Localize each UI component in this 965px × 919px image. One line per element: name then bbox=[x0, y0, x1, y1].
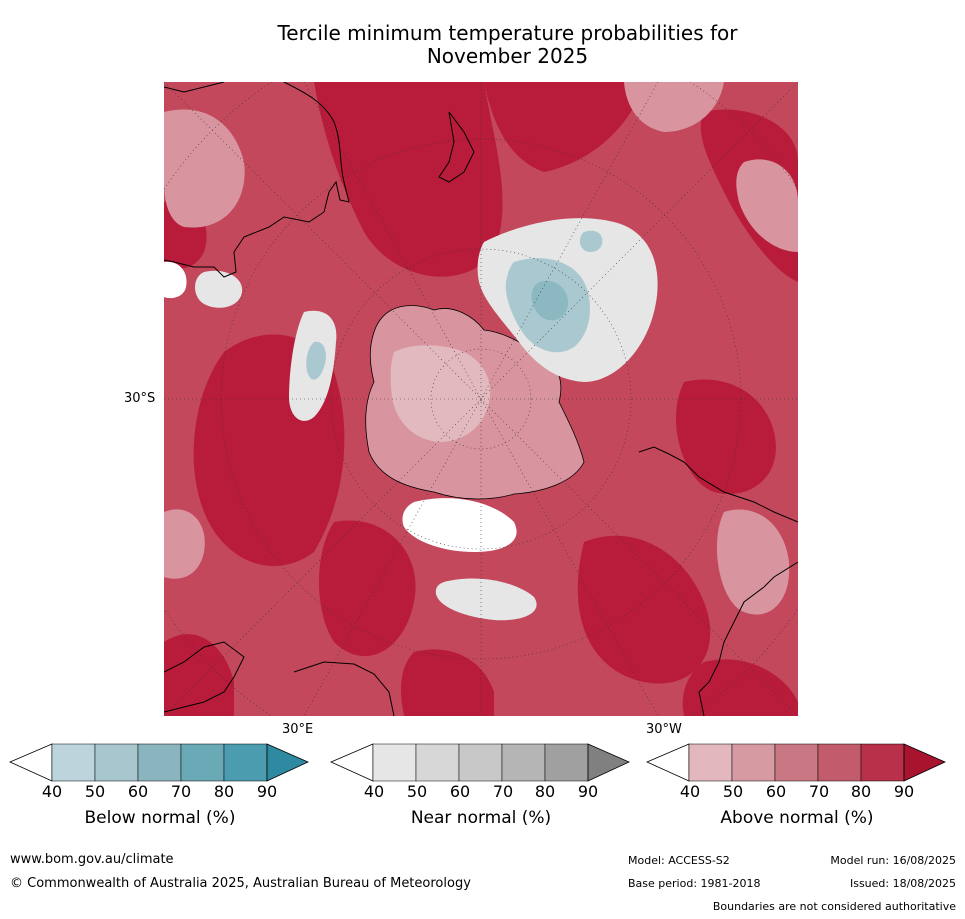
above-50-regions bbox=[164, 82, 798, 615]
colorbar-above-tick: 80 bbox=[850, 782, 872, 801]
colorbar-near-tick: 70 bbox=[492, 782, 514, 801]
colorbar-near-max-arrow bbox=[587, 743, 630, 782]
colorbar-above-tick: 90 bbox=[893, 782, 915, 801]
continent-outlines bbox=[164, 82, 798, 716]
colorbar-above-svg bbox=[646, 743, 946, 782]
colorbar-near-tick: 60 bbox=[449, 782, 471, 801]
colorbar-above-tick: 40 bbox=[679, 782, 701, 801]
colorbar-above-min-arrow bbox=[646, 743, 690, 782]
map-svg bbox=[164, 82, 798, 716]
colorbar-near-label: Near normal (%) bbox=[410, 808, 552, 828]
colorbar-below-80 bbox=[223, 743, 268, 782]
colorbar-below-max-arrow bbox=[266, 743, 309, 782]
colorbar-below-normal bbox=[9, 743, 310, 782]
colorbar-above-tick: 60 bbox=[765, 782, 787, 801]
colorbar-near-tick: 90 bbox=[577, 782, 599, 801]
copyright-text: © Commonwealth of Australia 2025, Austra… bbox=[10, 876, 471, 891]
issued-text: Issued: 18/08/2025 bbox=[849, 877, 956, 890]
colorbar-below-tick: 70 bbox=[170, 782, 192, 801]
colorbar-near-tick: 80 bbox=[534, 782, 556, 801]
colorbar-above-50 bbox=[731, 743, 776, 782]
website-link[interactable]: www.bom.gov.au/climate bbox=[10, 852, 174, 867]
colorbar-near-70 bbox=[501, 743, 546, 782]
colorbar-above-60 bbox=[774, 743, 819, 782]
colorbar-below-70 bbox=[180, 743, 225, 782]
colorbar-below-svg bbox=[9, 743, 309, 782]
colorbar-below-60 bbox=[137, 743, 182, 782]
colorbar-near-40 bbox=[372, 743, 417, 782]
model-text: Model: ACCESS-S2 bbox=[628, 854, 730, 867]
colorbar-near-min-arrow bbox=[330, 743, 374, 782]
colorbar-above-normal bbox=[646, 743, 947, 782]
probability-map[interactable] bbox=[164, 82, 798, 716]
colorbar-near-tick: 50 bbox=[406, 782, 428, 801]
colorbar-near-60 bbox=[458, 743, 503, 782]
map-title: Tercile minimum temperature probabilitie… bbox=[0, 22, 965, 68]
colorbar-above-80 bbox=[860, 743, 905, 782]
colorbar-below-tick: 90 bbox=[256, 782, 278, 801]
longitude-label-30e: 30°E bbox=[282, 722, 314, 737]
colorbar-below-40 bbox=[51, 743, 96, 782]
colorbar-below-label: Below normal (%) bbox=[84, 808, 236, 828]
colorbar-above-tick: 50 bbox=[722, 782, 744, 801]
latitude-label-30s: 30°S bbox=[124, 391, 156, 406]
colorbar-above-40 bbox=[688, 743, 733, 782]
colorbar-below-tick: 80 bbox=[213, 782, 235, 801]
colorbar-above-label: Above normal (%) bbox=[720, 808, 874, 828]
colorbar-above-tick: 70 bbox=[808, 782, 830, 801]
colorbar-above-70 bbox=[817, 743, 862, 782]
colorbar-near-50 bbox=[415, 743, 460, 782]
disclaimer-text: Boundaries are not considered authoritat… bbox=[712, 900, 956, 913]
colorbar-below-tick: 50 bbox=[84, 782, 106, 801]
model-run-text: Model run: 16/08/2025 bbox=[830, 854, 956, 867]
colorbar-below-min-arrow bbox=[9, 743, 53, 782]
colorbar-near-svg bbox=[330, 743, 630, 782]
base-period-text: Base period: 1981-2018 bbox=[628, 877, 761, 890]
colorbar-near-80 bbox=[544, 743, 589, 782]
title-line-2: November 2025 bbox=[426, 44, 589, 68]
colorbar-above-max-arrow bbox=[903, 743, 946, 782]
colorbar-near-normal bbox=[330, 743, 631, 782]
near-normal-regions bbox=[164, 218, 658, 621]
above-80-regions bbox=[164, 82, 798, 716]
longitude-label-30w: 30°W bbox=[646, 722, 682, 737]
colorbar-below-tick: 40 bbox=[41, 782, 63, 801]
graticule bbox=[164, 82, 798, 716]
colorbar-below-50 bbox=[94, 743, 139, 782]
colorbar-near-tick: 40 bbox=[363, 782, 385, 801]
title-line-1: Tercile minimum temperature probabilitie… bbox=[277, 21, 738, 45]
colorbar-below-tick: 60 bbox=[127, 782, 149, 801]
